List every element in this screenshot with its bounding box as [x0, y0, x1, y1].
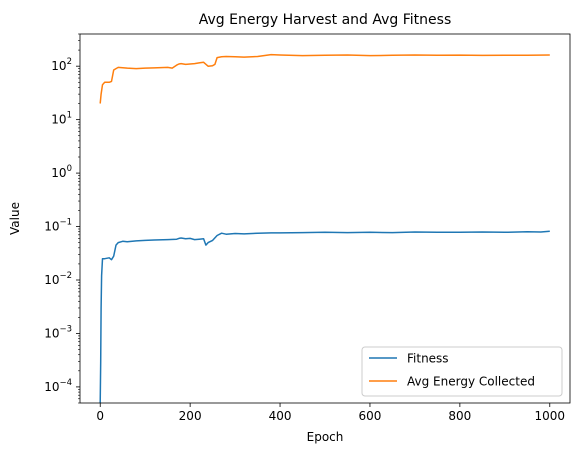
plot-frame — [79, 33, 571, 404]
x-tick-label: 600 — [359, 409, 382, 423]
y-tick-label: 102 — [51, 57, 72, 73]
y-tick-label: 10−4 — [44, 378, 72, 394]
legend-label-fitness: Fitness — [407, 352, 449, 366]
x-tick-label: 800 — [448, 409, 471, 423]
y-tick-label: 10−1 — [44, 218, 72, 234]
series-line-0 — [99, 230, 550, 404]
x-tick-label: 200 — [179, 409, 202, 423]
y-tick-label: 101 — [51, 111, 72, 127]
y-tick-label: 100 — [51, 164, 72, 180]
legend-box — [361, 346, 563, 397]
series-layer — [99, 53, 550, 404]
chart-title: Avg Energy Harvest and Avg Fitness — [199, 12, 452, 28]
series-line-1 — [99, 53, 550, 104]
y-axis-label: Value — [8, 202, 22, 235]
x-tick-label: 400 — [269, 409, 292, 423]
y-tick-label: 10−2 — [44, 271, 72, 287]
x-axis-label: Epoch — [307, 430, 344, 444]
x-tick-label: 0 — [96, 409, 104, 423]
x-tick-label: 1000 — [534, 409, 565, 423]
plot-area — [80, 34, 570, 403]
x-axis: 0 200 400 600 800 1000 — [96, 403, 565, 423]
y-axis: 10−4 10−3 10−2 10−1 100 101 102 — [44, 33, 80, 404]
legend: Fitness Avg Energy Collected — [361, 346, 563, 397]
y-tick-label: 10−3 — [44, 324, 72, 340]
legend-label-energy: Avg Energy Collected — [407, 375, 535, 389]
